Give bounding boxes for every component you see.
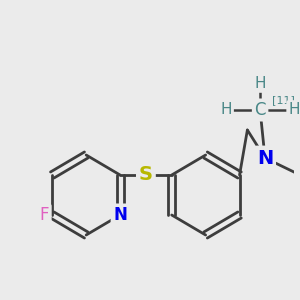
Text: H: H <box>289 103 300 118</box>
Text: C: C <box>254 101 266 119</box>
Text: F: F <box>40 206 49 224</box>
Text: N: N <box>113 206 127 224</box>
Text: H: H <box>254 76 266 91</box>
Text: H: H <box>220 103 232 118</box>
Text: N: N <box>257 148 273 167</box>
Text: [11]: [11] <box>272 95 295 105</box>
Text: S: S <box>139 166 153 184</box>
